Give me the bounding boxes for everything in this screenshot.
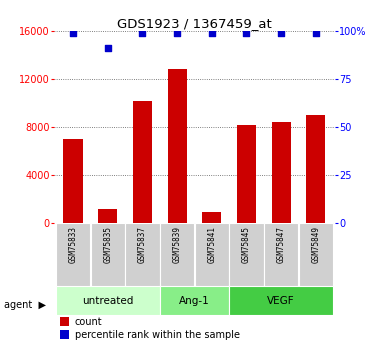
Text: GSM75847: GSM75847 (277, 226, 286, 263)
Text: GSM75833: GSM75833 (69, 226, 77, 263)
Point (313, 30, 319, 36)
Text: GSM75835: GSM75835 (103, 226, 112, 263)
Text: VEGF: VEGF (267, 296, 295, 306)
Bar (237, 125, 256, 223)
Bar (229, 223, 264, 286)
Point (70, 30, 76, 36)
Bar (167, 69, 187, 223)
Text: GSM75837: GSM75837 (138, 226, 147, 263)
Point (105, 46, 111, 51)
Point (209, 30, 215, 36)
Text: GSM75841: GSM75841 (207, 226, 216, 263)
Text: count: count (75, 317, 103, 327)
Bar (160, 223, 194, 286)
Text: untreated: untreated (82, 296, 133, 306)
Title: GDS1923 / 1367459_at: GDS1923 / 1367459_at (117, 17, 272, 30)
Bar (194, 223, 229, 286)
Bar (160, 286, 229, 315)
Bar (98, 208, 117, 223)
Bar (64, 139, 82, 223)
Text: GSM75845: GSM75845 (242, 226, 251, 263)
Bar (125, 223, 159, 286)
Point (174, 30, 180, 36)
Bar (90, 223, 125, 286)
Bar (299, 223, 333, 286)
Bar (60, 317, 69, 326)
Text: percentile rank within the sample: percentile rank within the sample (75, 330, 240, 340)
Bar (60, 330, 69, 339)
Point (278, 30, 284, 36)
Point (243, 30, 249, 36)
Text: GSM75849: GSM75849 (311, 226, 320, 263)
Bar (56, 286, 159, 315)
Bar (56, 223, 90, 286)
Bar (306, 115, 325, 223)
Bar (229, 286, 333, 315)
Text: GSM75839: GSM75839 (172, 226, 182, 263)
Bar (133, 101, 152, 223)
Point (139, 30, 146, 36)
Bar (264, 223, 298, 286)
Bar (272, 122, 291, 223)
Bar (202, 212, 221, 223)
Text: Ang-1: Ang-1 (179, 296, 210, 306)
Text: agent  ▶: agent ▶ (4, 300, 46, 310)
